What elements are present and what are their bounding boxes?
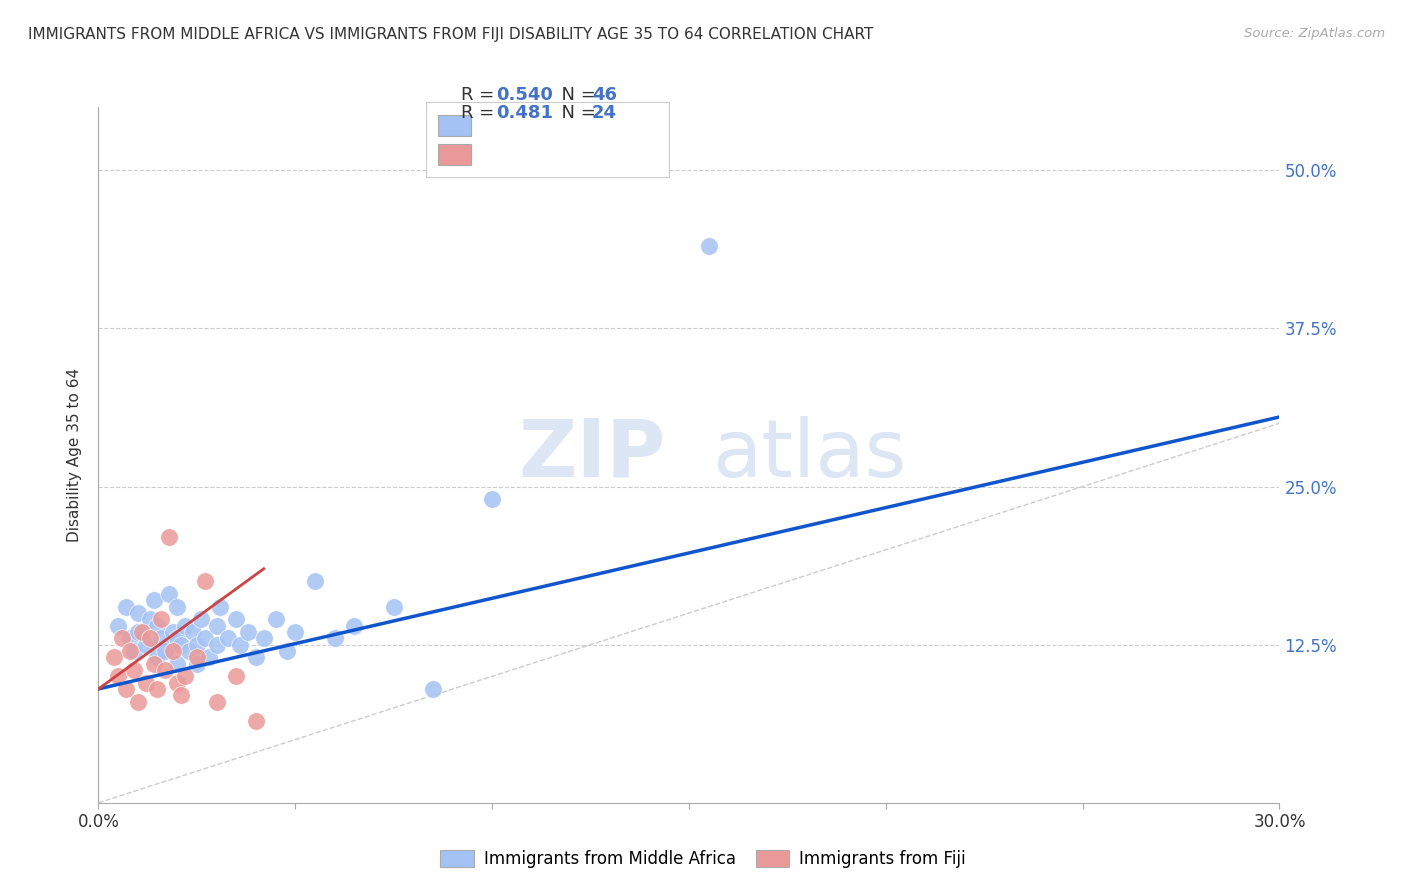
Point [111, 632, 134, 646]
Point [236, 625, 259, 640]
Point [323, 632, 346, 646]
Point [170, 688, 193, 702]
Point [127, 625, 149, 640]
Point [127, 695, 149, 709]
Point [343, 618, 366, 632]
Point [186, 638, 208, 652]
Point [118, 644, 141, 658]
Text: N =: N = [550, 87, 602, 104]
Text: Source: ZipAtlas.com: Source: ZipAtlas.com [1244, 27, 1385, 40]
Point [115, 599, 138, 614]
Point [135, 675, 157, 690]
Point [115, 681, 138, 696]
Text: 46: 46 [592, 87, 617, 104]
Point [146, 618, 169, 632]
Legend: Immigrants from Middle Africa, Immigrants from Fiji: Immigrants from Middle Africa, Immigrant… [433, 843, 973, 875]
Point [170, 638, 193, 652]
Point [166, 632, 188, 646]
Point [209, 599, 232, 614]
Point [118, 632, 141, 646]
Point [146, 681, 169, 696]
Point [142, 593, 165, 607]
Point [245, 650, 267, 665]
Point [229, 638, 252, 652]
Text: 24: 24 [592, 104, 617, 122]
Point [194, 574, 217, 589]
Point [382, 599, 405, 614]
Point [177, 644, 200, 658]
Point [135, 638, 157, 652]
Point [186, 657, 208, 671]
Text: R =: R = [461, 104, 501, 122]
Point [190, 612, 212, 626]
Point [142, 657, 165, 671]
Point [131, 625, 153, 640]
Point [205, 695, 228, 709]
Point [138, 612, 160, 626]
Point [155, 644, 177, 658]
Text: N =: N = [550, 104, 602, 122]
Point [155, 663, 177, 677]
Text: ZIP: ZIP [517, 416, 665, 494]
Point [181, 625, 204, 640]
Point [122, 663, 145, 677]
Text: 0.540: 0.540 [496, 87, 553, 104]
Point [205, 638, 228, 652]
Point [162, 644, 184, 658]
Point [166, 675, 188, 690]
Text: atlas: atlas [713, 416, 907, 494]
Point [103, 650, 125, 665]
Point [304, 574, 326, 589]
Point [697, 239, 720, 253]
Point [157, 587, 180, 601]
Point [174, 618, 197, 632]
Point [107, 669, 129, 683]
Point [138, 632, 160, 646]
Point [146, 650, 169, 665]
Text: R =: R = [461, 87, 501, 104]
Point [174, 669, 197, 683]
Point [186, 650, 208, 665]
Y-axis label: Disability Age 35 to 64: Disability Age 35 to 64 [67, 368, 83, 542]
Point [157, 530, 180, 544]
Point [127, 606, 149, 620]
Point [166, 657, 188, 671]
Point [162, 625, 184, 640]
Point [166, 599, 188, 614]
Point [107, 618, 129, 632]
Text: IMMIGRANTS FROM MIDDLE AFRICA VS IMMIGRANTS FROM FIJI DISABILITY AGE 35 TO 64 CO: IMMIGRANTS FROM MIDDLE AFRICA VS IMMIGRA… [28, 27, 873, 42]
Point [217, 632, 239, 646]
Point [150, 612, 173, 626]
Point [276, 644, 298, 658]
Point [225, 612, 247, 626]
Point [194, 632, 217, 646]
Text: 0.481: 0.481 [496, 104, 554, 122]
Point [150, 632, 173, 646]
Point [253, 632, 276, 646]
Point [225, 669, 247, 683]
Point [481, 492, 503, 507]
Point [122, 644, 145, 658]
Point [422, 681, 444, 696]
Point [284, 625, 307, 640]
Point [197, 650, 219, 665]
Point [264, 612, 287, 626]
Point [245, 714, 267, 728]
Legend:                               ,                               : , [426, 103, 669, 178]
Point [205, 618, 228, 632]
